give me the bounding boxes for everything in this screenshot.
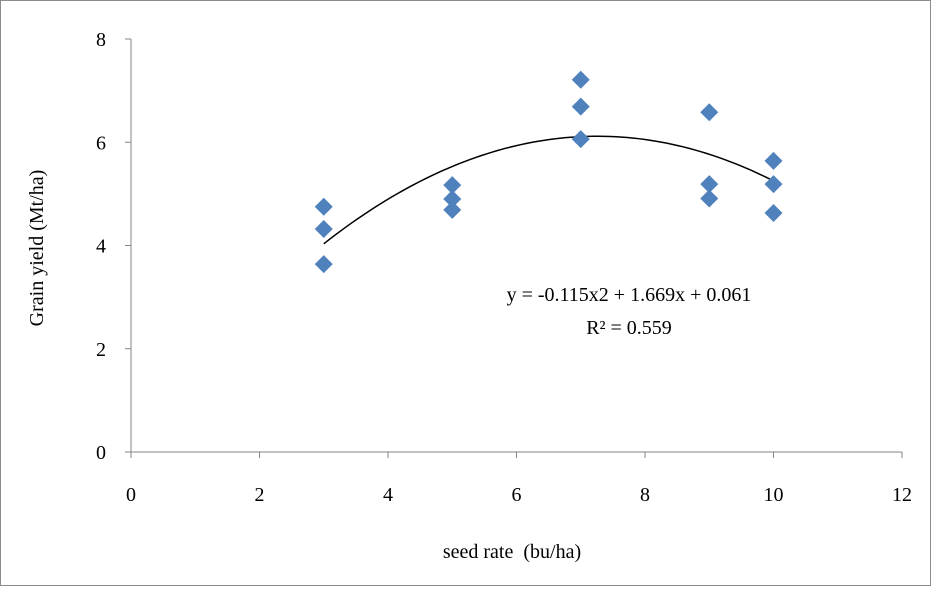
data-point [314,255,333,274]
trendline [323,135,774,245]
y-tick-labels: 0 2 4 6 8 [96,29,106,464]
x-tick-label: 12 [892,484,912,506]
x-tick-label: 6 [512,484,522,506]
x-axis-title: seed rate (bu/ha) [443,541,581,563]
y-tick-label: 4 [96,236,106,258]
trendline-r-squared: R² = 0.559 [586,317,672,339]
data-point [571,130,590,149]
x-tick-label: 4 [383,484,393,506]
data-point [314,219,333,238]
data-point [443,176,462,195]
y-tick-label: 2 [96,339,106,361]
data-point [314,197,333,216]
x-tick-label: 0 [126,484,136,506]
data-point [764,175,783,194]
data-point [443,200,462,219]
data-point [700,189,719,208]
data-points [314,70,783,274]
data-point [571,70,590,89]
x-tick-labels: 0 2 4 6 8 10 12 [126,484,912,506]
trendline-equation: y = -0.115x2 + 1.669x + 0.061 [507,284,752,306]
x-tick-label: 10 [764,484,784,506]
data-point [700,103,719,122]
x-tick-label: 2 [255,484,265,506]
data-point [571,97,590,116]
axes [130,39,902,453]
data-point [764,203,783,222]
x-tick-label: 8 [640,484,650,506]
y-tick-label: 6 [96,132,106,154]
axis-ticks [125,38,903,458]
y-tick-label: 0 [96,442,106,464]
data-point [764,151,783,170]
y-axis-title: Grain yield (Mt/ha) [26,170,48,327]
y-tick-label: 8 [96,29,106,51]
data-point [443,190,462,209]
data-point [700,175,719,194]
